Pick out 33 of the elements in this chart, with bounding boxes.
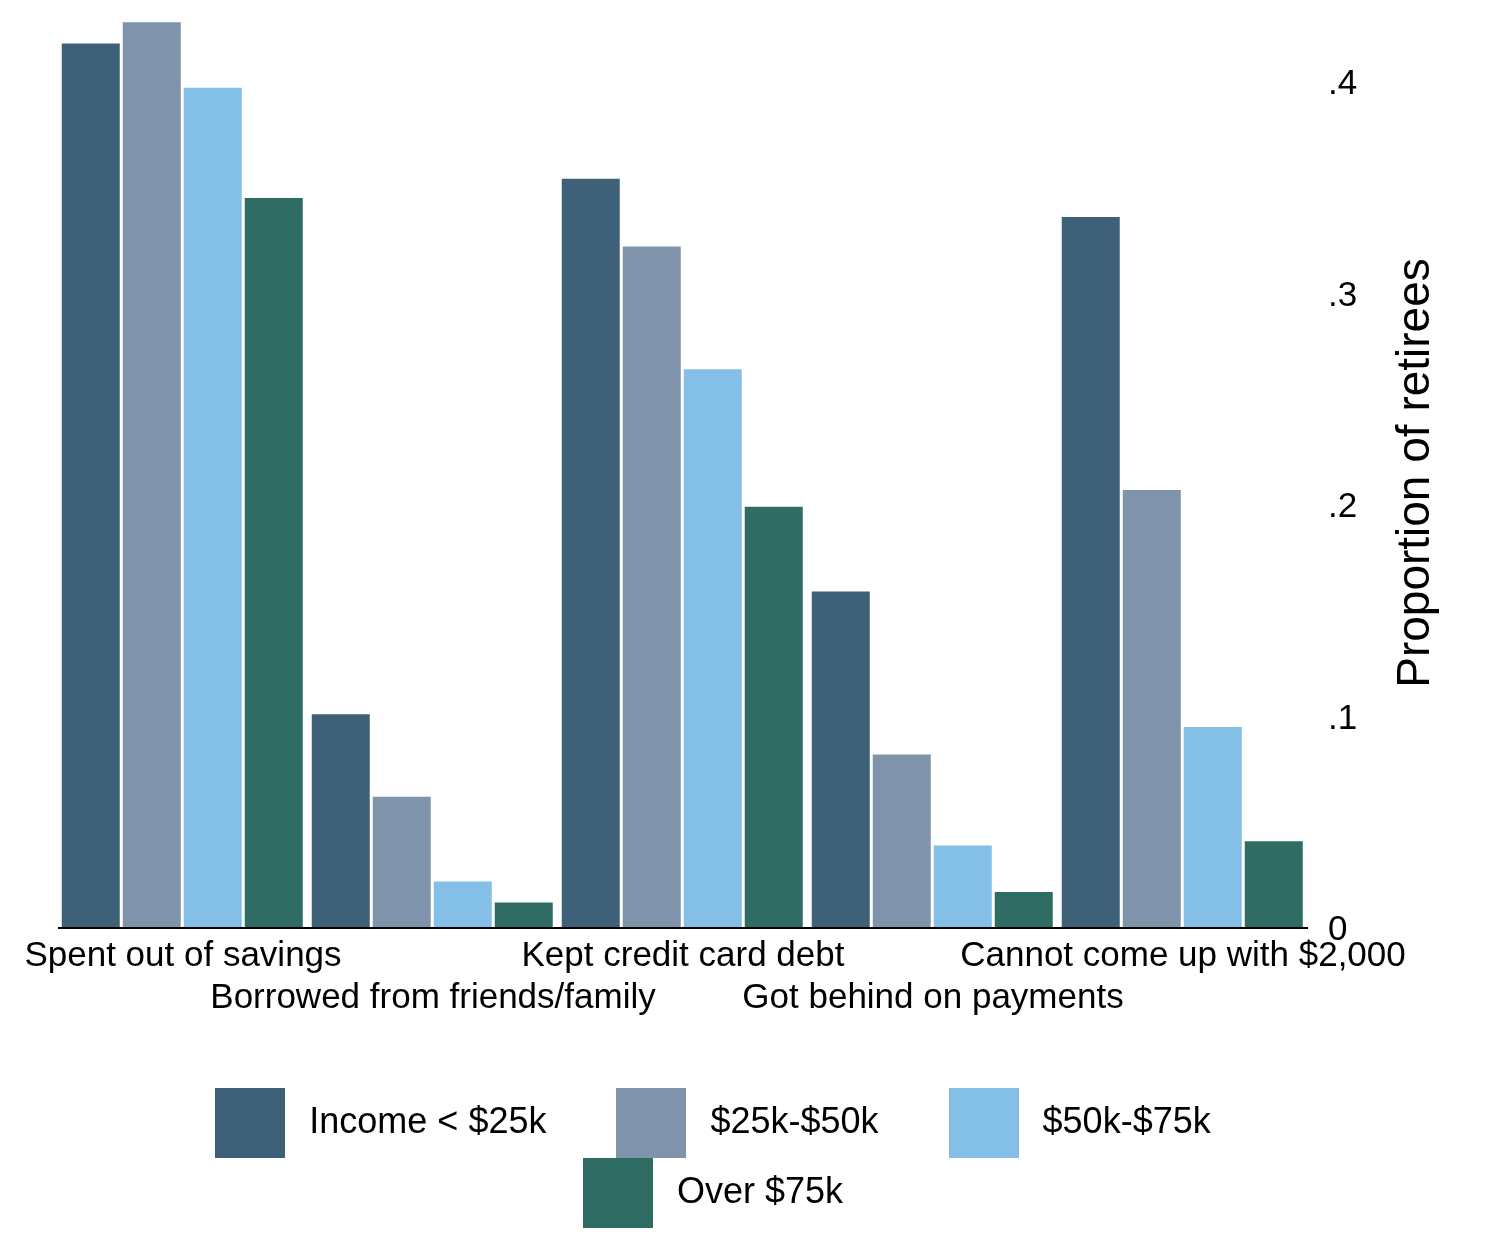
- x-tick-label: Borrowed from friends/family: [210, 976, 657, 1015]
- y-tick-label: .3: [1328, 273, 1358, 313]
- legend-label: $50k-$75k: [1042, 1099, 1211, 1141]
- bar: [622, 246, 681, 928]
- bar: [61, 43, 120, 928]
- y-tick-label: .1: [1328, 696, 1358, 736]
- bar: [433, 881, 492, 928]
- legend-label: $25k-$50k: [710, 1099, 879, 1141]
- bar: [1122, 489, 1181, 928]
- bar: [311, 714, 370, 928]
- bar: [122, 22, 181, 928]
- bar: [683, 369, 742, 928]
- bar: [872, 754, 931, 928]
- x-tick-label: Got behind on payments: [742, 976, 1124, 1015]
- bar: [1244, 841, 1303, 928]
- y-tick-label: .2: [1328, 485, 1358, 525]
- bar: [994, 892, 1053, 928]
- bar: [933, 845, 992, 928]
- bar: [744, 506, 803, 928]
- legend-label: Income < $25k: [309, 1099, 547, 1141]
- bar: [1183, 726, 1242, 928]
- bar: [494, 902, 553, 928]
- x-tick-label: Kept credit card debt: [521, 934, 845, 973]
- y-tick-label: .4: [1328, 61, 1358, 101]
- bar: [372, 796, 431, 928]
- bar: [1061, 216, 1120, 928]
- bar: [561, 178, 620, 928]
- bar: [244, 197, 303, 928]
- legend-label: Over $75k: [676, 1169, 844, 1211]
- bar: [183, 87, 242, 928]
- y-axis-title: Proportion of retirees: [1387, 258, 1440, 688]
- x-tick-label: Spent out of savings: [24, 934, 342, 973]
- bar: [811, 591, 870, 928]
